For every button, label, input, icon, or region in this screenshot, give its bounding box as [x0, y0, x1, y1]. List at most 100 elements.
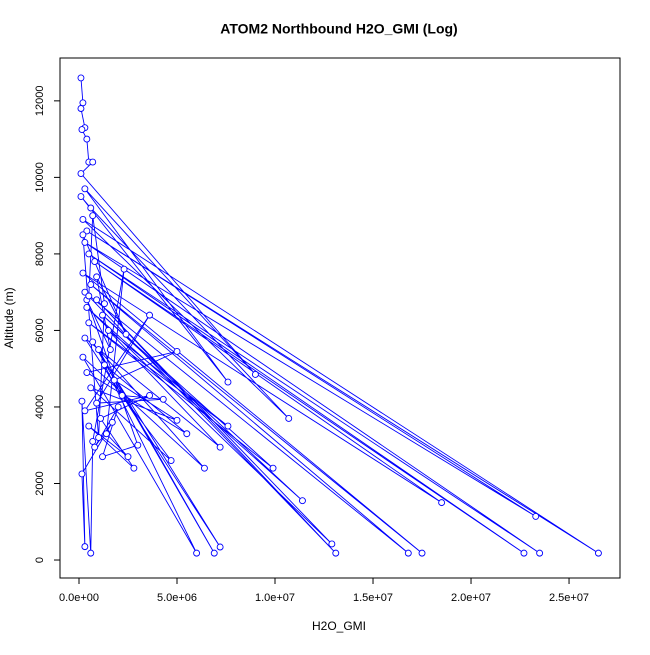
data-point [183, 430, 191, 438]
data-point [193, 549, 201, 557]
y-tick-label: 6000 [34, 318, 46, 342]
x-tick-label: 0.0e+00 [59, 592, 99, 604]
data-point [122, 330, 130, 338]
data-point [91, 443, 99, 451]
data-point [81, 407, 89, 415]
data-point [85, 422, 93, 430]
y-tick-label: 10000 [34, 162, 46, 193]
data-point [81, 543, 89, 551]
data-point [159, 395, 167, 403]
data-point [83, 304, 91, 311]
data-point [251, 370, 259, 378]
data-point [99, 311, 106, 319]
data-point [106, 346, 114, 354]
data-point [110, 376, 118, 384]
data-point [93, 273, 101, 281]
data-point [85, 292, 93, 300]
data-point [216, 543, 224, 551]
data-point [520, 549, 528, 557]
data-point [87, 549, 95, 557]
data-point [146, 311, 154, 319]
data-point [95, 434, 103, 442]
data-point [146, 392, 154, 399]
data-point [269, 464, 277, 472]
data-point [77, 193, 85, 200]
data-point [167, 457, 175, 464]
data-point [224, 422, 232, 430]
data-point [216, 443, 224, 451]
x-tick-label: 1.5e+07 [353, 592, 393, 604]
data-point [99, 453, 106, 461]
data-point [418, 549, 426, 557]
y-tick-label: 2000 [34, 471, 46, 495]
data-point [173, 348, 181, 355]
data-point [77, 170, 85, 178]
data-point [83, 135, 91, 143]
data-point [536, 549, 544, 557]
data-point [81, 238, 89, 246]
data-point [97, 414, 105, 422]
data-point [594, 549, 602, 557]
data-point [89, 212, 97, 220]
data-point [87, 204, 95, 212]
chart-title: ATOM2 Northbound H2O_GMI (Log) [220, 21, 457, 37]
data-point [83, 369, 91, 376]
data-point [79, 216, 87, 223]
data-point [328, 540, 336, 548]
data-point [87, 281, 95, 288]
data-point [89, 158, 97, 166]
y-tick-label: 0 [34, 557, 46, 563]
data-point [95, 346, 103, 354]
data-point [120, 265, 128, 273]
data-line [80, 77, 599, 554]
data-point [89, 338, 97, 346]
data-point [114, 403, 122, 411]
x-tick-label: 5.0e+06 [157, 592, 197, 604]
data-point [134, 441, 142, 449]
data-point [93, 399, 101, 407]
data-point [78, 470, 86, 478]
data-point [91, 258, 99, 266]
data-point [77, 105, 85, 112]
y-tick-label: 8000 [34, 242, 46, 266]
data-point [101, 361, 108, 369]
data-point [79, 99, 87, 107]
data-point [78, 397, 86, 405]
data-point [79, 353, 87, 361]
x-tick-label: 2.0e+07 [451, 592, 491, 604]
data-point [532, 512, 540, 520]
data-point [332, 549, 340, 557]
data-point [285, 414, 293, 422]
data-point [85, 250, 93, 258]
data-point [81, 185, 89, 193]
y-tick-label: 12000 [34, 86, 46, 117]
data-point [224, 378, 232, 386]
data-point [79, 269, 87, 277]
data-point [79, 231, 87, 239]
data-point [78, 126, 86, 134]
data-point [108, 418, 116, 426]
x-axis-label: H2O_GMI [312, 619, 366, 633]
data-point [200, 464, 208, 472]
data-point [85, 319, 93, 327]
data-point [299, 497, 306, 505]
data-point [210, 549, 218, 557]
data-point [104, 326, 112, 334]
data-point [81, 334, 89, 342]
data-point [438, 499, 446, 507]
plot-frame [59, 57, 621, 579]
data-point [87, 384, 95, 392]
data-point [77, 74, 85, 82]
data-point [101, 300, 108, 308]
y-tick-label: 4000 [34, 395, 46, 419]
data-point [130, 464, 138, 472]
data-point [102, 430, 110, 438]
x-tick-label: 1.0e+07 [255, 592, 295, 604]
data-point [173, 416, 181, 424]
data-point [93, 296, 101, 304]
data-point [404, 549, 412, 557]
x-tick-label: 2.5e+07 [549, 592, 589, 604]
data-point [118, 392, 126, 399]
data-point [124, 453, 132, 461]
